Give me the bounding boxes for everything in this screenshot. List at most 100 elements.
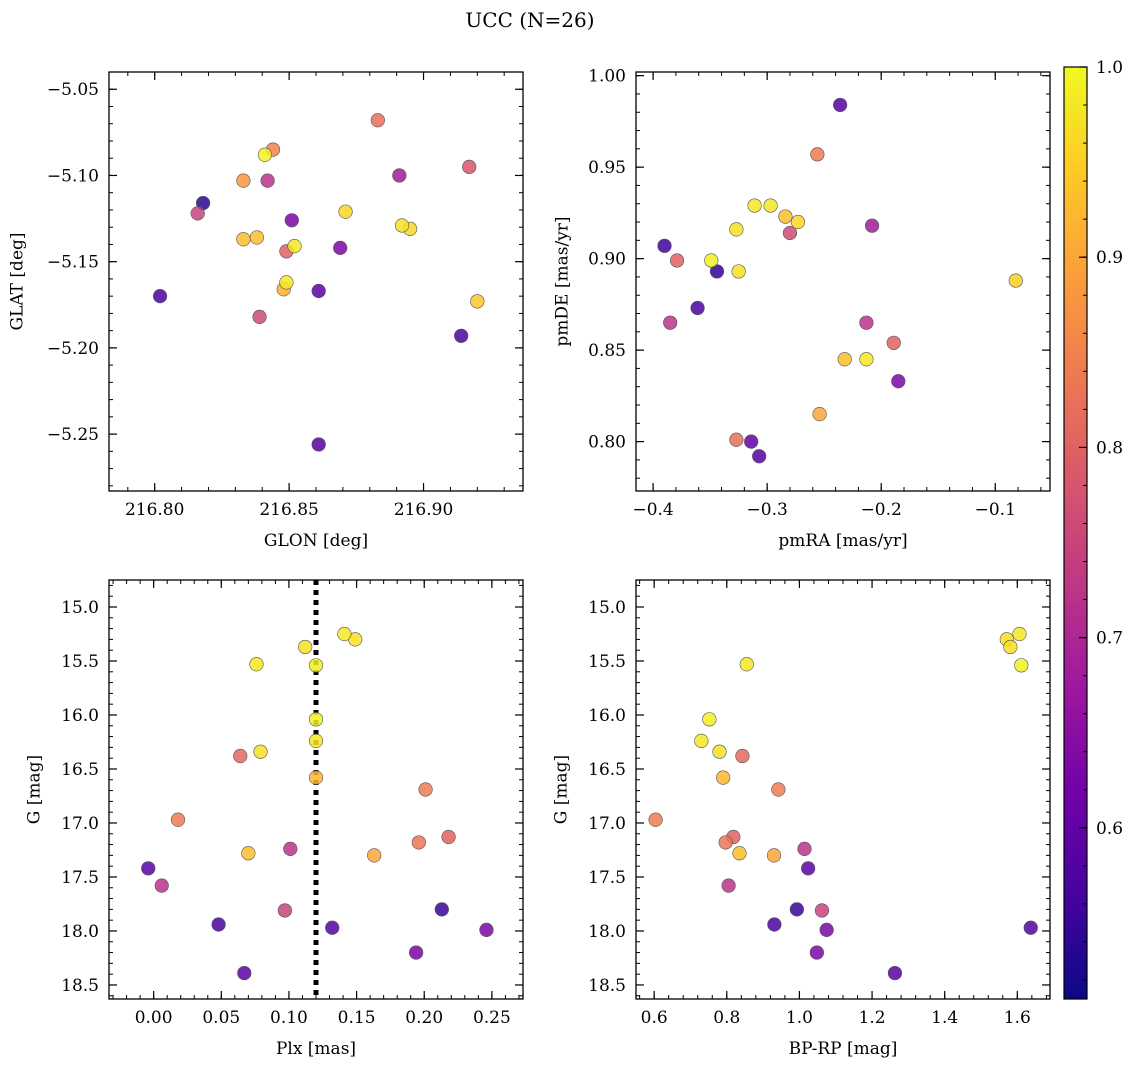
scatter-point <box>470 294 485 309</box>
x-tick-label: 1.4 <box>931 1008 958 1028</box>
scatter-point <box>663 315 678 330</box>
scatter-point <box>744 434 759 449</box>
scatter-point <box>1003 639 1018 655</box>
colorbar-gradient <box>1063 66 1088 1000</box>
x-tick-label: 0.6 <box>641 1008 668 1028</box>
y-tick-label: −5.20 <box>47 339 99 359</box>
scatter-point <box>716 770 731 785</box>
x-axis-label: GLON [deg] <box>264 531 368 551</box>
scatter-point <box>782 225 798 241</box>
scatter-point <box>648 812 663 827</box>
y-tick-label: 18.0 <box>588 922 626 942</box>
scatter-point <box>771 782 786 797</box>
scatter-point <box>886 335 901 350</box>
scatter-point <box>367 848 382 863</box>
y-tick-label: 15.5 <box>588 652 626 672</box>
axes-frame <box>635 71 1051 492</box>
scatter-point <box>287 239 302 254</box>
scatter-point <box>308 712 324 727</box>
figure-title: UCC (N=26) <box>465 8 594 32</box>
scatter-point <box>236 173 251 188</box>
scatter-point <box>190 206 205 221</box>
x-tick-label: 0.25 <box>473 1008 511 1028</box>
y-tick-label: 17.5 <box>588 868 626 888</box>
scatter-point <box>241 846 256 861</box>
y-tick-label: −5.05 <box>47 80 99 100</box>
scatter-point <box>837 352 852 367</box>
y-tick-label: 16.0 <box>61 706 99 726</box>
y-tick-label: 18.0 <box>61 922 99 942</box>
scatter-point <box>211 917 226 932</box>
scatter-point <box>333 240 348 255</box>
colorbar: 0.6 0.7 0.8 0.9 1.0 <box>1063 58 1123 1000</box>
scatter-point <box>819 922 834 937</box>
scatter-point <box>152 289 168 304</box>
scatter-point <box>298 639 313 655</box>
y-tick-label: 16.5 <box>588 760 626 780</box>
y-tick-label: 1.00 <box>588 67 626 87</box>
scatter-point <box>1012 626 1027 642</box>
scatter-point <box>233 748 248 764</box>
scatter-point <box>253 744 268 759</box>
scatter-point <box>809 945 824 960</box>
colorbar-tick-label: 0.6 <box>1096 819 1123 839</box>
scatter-point <box>1014 658 1029 673</box>
scatter-point <box>864 218 880 233</box>
x-tick-label: 216.85 <box>259 500 318 520</box>
panel-bprp-g: 0.6 0.8 1.0 1.2 1.4 1.6 15.0 15.5 16.0 16.5 17.0 17… <box>552 579 1051 1059</box>
scatter-point <box>891 374 906 389</box>
scatter-points <box>657 97 1023 464</box>
x-tick-label: −0.2 <box>861 500 902 520</box>
scatter-points <box>152 113 485 452</box>
y-axis-label: G [mag] <box>25 755 45 824</box>
x-tick-label: −0.3 <box>747 500 788 520</box>
scatter-point <box>731 264 746 279</box>
scatter-point <box>778 209 793 224</box>
scatter-point <box>833 97 848 113</box>
y-tick-label: 0.90 <box>588 250 626 270</box>
scatter-point <box>441 829 456 845</box>
y-tick-label: 16.5 <box>61 760 99 780</box>
x-tick-label: 0.15 <box>338 1008 376 1028</box>
axes-frame <box>108 71 524 492</box>
scatter-point <box>434 902 449 917</box>
y-tick-label: 15.5 <box>61 652 99 672</box>
colorbar-tick-label: 0.9 <box>1096 248 1123 268</box>
scatter-point <box>1008 273 1023 288</box>
scatter-points <box>648 626 1038 981</box>
scatter-point <box>812 407 827 422</box>
x-tick-label: 216.80 <box>125 500 184 520</box>
scatter-point <box>311 437 326 452</box>
scatter-point <box>789 902 804 917</box>
scatter-point <box>801 861 816 876</box>
scatter-point <box>690 300 705 316</box>
y-tick-label: −5.25 <box>47 425 99 445</box>
y-tick-label: 0.85 <box>588 341 626 361</box>
x-axis-label: pmRA [mas/yr] <box>778 531 907 551</box>
scatter-point <box>260 173 275 188</box>
x-tick-label: −0.1 <box>975 500 1016 520</box>
scatter-point <box>747 198 762 213</box>
scatter-point <box>657 238 672 253</box>
panel-glon-glat: 216.80 216.85 216.90 −5.25 −5.20 −5.15 −5.10 −5… <box>8 71 524 551</box>
y-tick-label: 17.0 <box>588 814 626 834</box>
scatter-point <box>752 449 767 464</box>
scatter-point <box>669 253 685 268</box>
x-tick-label: 0.20 <box>405 1008 443 1028</box>
x-tick-label: 216.90 <box>394 500 453 520</box>
scatter-point <box>790 214 806 230</box>
x-tick-label: −0.4 <box>632 500 673 520</box>
scatter-point <box>284 213 299 228</box>
x-tick-label: 1.6 <box>1004 1008 1031 1028</box>
scatter-point <box>154 878 169 893</box>
axis-ticks <box>109 71 523 491</box>
scatter-point <box>418 782 433 797</box>
scatter-point <box>694 733 709 749</box>
y-axis-label: G [mag] <box>552 755 572 824</box>
scatter-point <box>325 920 340 935</box>
scatter-point <box>763 198 778 213</box>
y-tick-label: 16.0 <box>588 706 626 726</box>
y-tick-label: 18.5 <box>61 976 99 996</box>
scatter-point <box>338 204 353 219</box>
colorbar-tick-label: 0.7 <box>1096 629 1123 649</box>
